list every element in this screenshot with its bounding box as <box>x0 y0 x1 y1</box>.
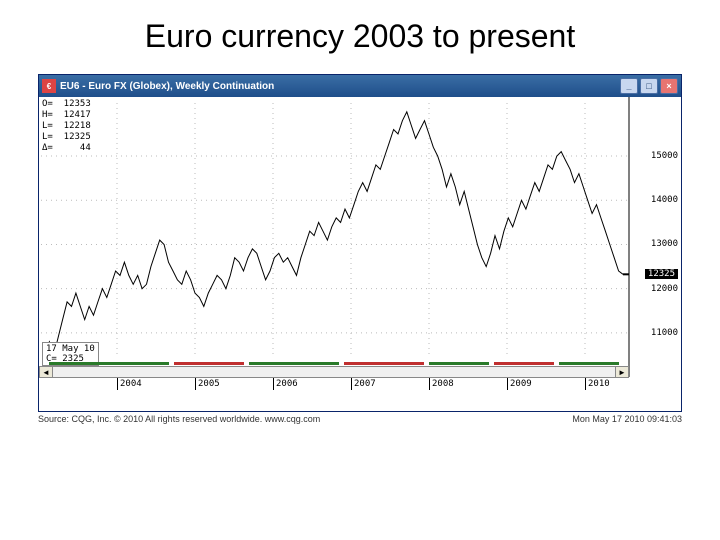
y-tick-label: 13000 <box>651 239 678 249</box>
y-tick-label: 11000 <box>651 328 678 338</box>
maximize-button[interactable]: □ <box>640 78 658 94</box>
y-tick-label: 12000 <box>651 284 678 294</box>
x-year-label: 2010 <box>585 378 610 390</box>
h-scrollbar[interactable]: ◄ ► <box>39 366 629 378</box>
x-year-label: 2005 <box>195 378 220 390</box>
volume-segment <box>429 362 489 365</box>
x-axis-years: 2004 2005 2006 2007 2008 2009 2010 <box>53 378 629 390</box>
app-icon: € <box>42 79 56 93</box>
chart-window: € EU6 - Euro FX (Globex), Weekly Continu… <box>38 74 682 412</box>
source-text: Source: CQG, Inc. © 2010 All rights rese… <box>38 414 320 424</box>
scroll-track[interactable] <box>53 366 615 378</box>
x-year-label: 2008 <box>429 378 454 390</box>
scroll-left-button[interactable]: ◄ <box>39 366 53 378</box>
current-price-marker: 12325 <box>645 269 678 279</box>
x-year-label: 2006 <box>273 378 298 390</box>
close-button[interactable]: × <box>660 78 678 94</box>
y-tick-label: 14000 <box>651 195 678 205</box>
x-year-label: 2007 <box>351 378 376 390</box>
x-year-label: 2004 <box>117 378 142 390</box>
timestamp-text: Mon May 17 2010 09:41:03 <box>572 414 682 424</box>
volume-segment <box>559 362 619 365</box>
volume-segment <box>49 362 169 365</box>
chart-area: O= 12353 H= 12417 L= 12218 L= 12325 Δ= 4… <box>39 97 681 390</box>
titlebar[interactable]: € EU6 - Euro FX (Globex), Weekly Continu… <box>39 75 681 97</box>
footer: Source: CQG, Inc. © 2010 All rights rese… <box>38 414 682 424</box>
minimize-button[interactable]: _ <box>620 78 638 94</box>
slide-title: Euro currency 2003 to present <box>0 0 720 55</box>
volume-segment <box>494 362 554 365</box>
y-tick-label: 15000 <box>651 151 678 161</box>
volume-segment <box>249 362 339 365</box>
scroll-right-button[interactable]: ► <box>615 366 629 378</box>
volume-segment <box>174 362 244 365</box>
cursor-date: 17 May 10 <box>46 344 95 354</box>
price-chart <box>39 97 683 390</box>
window-title: EU6 - Euro FX (Globex), Weekly Continuat… <box>60 81 620 92</box>
volume-segment <box>344 362 424 365</box>
ohlc-panel: O= 12353 H= 12417 L= 12218 L= 12325 Δ= 4… <box>42 99 91 154</box>
x-year-label: 2009 <box>507 378 532 390</box>
